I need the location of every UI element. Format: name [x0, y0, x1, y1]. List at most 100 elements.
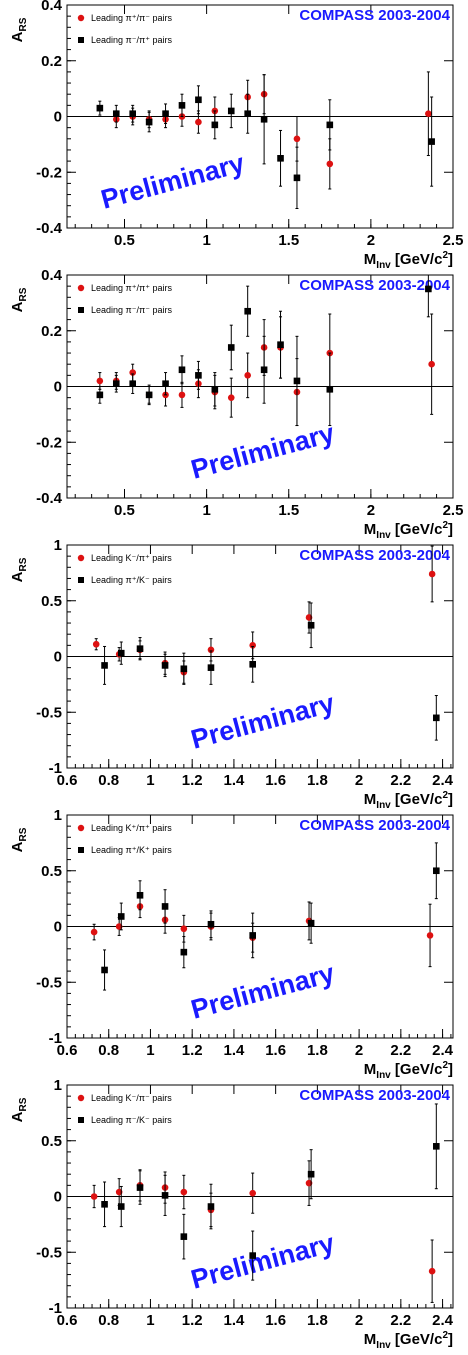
x-tick-label: 2.2 — [390, 1042, 411, 1059]
x-tick-label: 2.5 — [443, 502, 464, 519]
experiment-banner: COMPASS 2003-2004 — [299, 547, 450, 564]
preliminary-watermark: Preliminary — [188, 958, 338, 1025]
y-tick-label: -0.2 — [36, 434, 62, 451]
legend: Leading K⁻/π⁺ pairs Leading π⁺/K⁻ pairs — [77, 553, 172, 585]
data-point-square — [277, 155, 284, 162]
x-tick-label: 1.8 — [307, 1042, 328, 1059]
legend-entry: Leading π⁺/π⁻ pairs — [91, 13, 172, 23]
y-tick-label: 0 — [54, 649, 62, 666]
y-tick-label: -0.5 — [36, 704, 62, 721]
data-point-square — [433, 1143, 440, 1150]
data-point-square — [117, 649, 125, 657]
data-point-square — [161, 903, 169, 910]
data-point-square — [101, 966, 108, 974]
legend-marker-circle — [77, 824, 85, 832]
legend: Leading π⁺/π⁺ pairs Leading π⁻/π⁻ pairs — [77, 283, 172, 315]
series-2 — [101, 602, 440, 741]
y-tick-label: -0.5 — [36, 1244, 62, 1261]
x-tick-label: 1.6 — [265, 1312, 286, 1329]
data-point-square — [293, 377, 301, 385]
y-tick-label: 0 — [54, 109, 62, 126]
x-tick-label: 2.5 — [443, 232, 464, 249]
chart-panel-5: 0.6 0.8 1 1.2 1.4 1.6 1.8 2 2.2 2.4 -1 -0.5 0 0.5 1 MIn… — [9, 1077, 454, 1351]
data-point-square — [207, 920, 215, 928]
x-tick-label: 0.6 — [57, 772, 78, 789]
x-tick-label: 0.8 — [98, 1312, 119, 1329]
data-point-square — [260, 115, 268, 123]
y-axis: -0.4 -0.2 0 0.2 0.4 — [36, 0, 453, 237]
data-point-square — [145, 118, 153, 126]
x-tick-label: 1.8 — [307, 1312, 328, 1329]
legend-marker-square — [78, 307, 84, 313]
data-point-circle — [180, 925, 188, 933]
x-axis: 0.6 0.8 1 1.2 1.4 1.6 1.8 2 2.2 2.4 — [57, 815, 454, 1059]
data-point-circle — [178, 391, 186, 399]
data-point-circle — [244, 372, 251, 379]
x-tick-label: 1 — [146, 1312, 154, 1329]
x-tick-label: 1.6 — [265, 1042, 286, 1059]
data-point-circle — [326, 160, 334, 168]
x-tick-label: 1 — [146, 1042, 154, 1059]
x-tick-label: 2 — [355, 772, 363, 789]
preliminary-watermark: Preliminary — [188, 1228, 338, 1295]
y-tick-label: -0.4 — [36, 490, 63, 507]
series-2 — [96, 274, 432, 427]
y-axis: -1 -0.5 0 0.5 1 — [36, 537, 453, 777]
x-tick-label: 1.2 — [182, 1042, 203, 1059]
data-point-square — [161, 662, 169, 669]
legend-entry: Leading π⁺/K⁻ pairs — [91, 575, 172, 585]
data-point-square — [307, 919, 315, 927]
y-axis-title: ARS — [9, 287, 29, 312]
data-point-circle — [180, 1188, 188, 1196]
x-tick-label: 1.4 — [223, 772, 245, 789]
x-axis: 0.6 0.8 1 1.2 1.4 1.6 1.8 2 2.2 2.4 — [57, 1085, 454, 1329]
data-point-circle — [428, 360, 435, 368]
data-point-square — [112, 380, 120, 388]
legend-marker-square — [78, 1117, 84, 1123]
y-tick-label: 0.5 — [41, 1133, 62, 1150]
data-point-square — [136, 891, 144, 899]
data-point-circle — [129, 369, 137, 376]
legend-entry: Leading π⁺/K⁺ pairs — [91, 845, 172, 855]
legend-entry: Leading π⁺/π⁺ pairs — [91, 283, 172, 293]
chart-panel-4: 0.6 0.8 1 1.2 1.4 1.6 1.8 2 2.2 2.4 -1 -0.5 0 0.5 1 MIn… — [9, 807, 454, 1081]
y-tick-label: 0 — [54, 919, 62, 936]
data-point-square — [428, 138, 435, 145]
data-point-square — [162, 110, 169, 118]
data-point-square — [195, 372, 202, 379]
data-point-square — [326, 121, 334, 129]
legend-marker-square — [78, 37, 84, 43]
data-point-square — [101, 662, 108, 669]
data-point-circle — [293, 135, 301, 143]
x-tick-label: 2 — [367, 232, 375, 249]
data-point-square — [244, 307, 251, 315]
data-point-square — [211, 121, 219, 129]
preliminary-watermark: Preliminary — [98, 148, 248, 215]
data-point-square — [293, 174, 301, 182]
data-point-circle — [90, 928, 98, 936]
y-tick-label: 1 — [54, 1077, 62, 1094]
data-point-square — [307, 621, 315, 629]
data-point-square — [195, 96, 202, 104]
data-point-square — [129, 110, 137, 118]
x-axis: 0.5 1 1.5 2 2.5 — [74, 5, 464, 249]
x-axis: 0.6 0.8 1 1.2 1.4 1.6 1.8 2 2.2 2.4 — [57, 545, 454, 789]
y-tick-label: 0 — [54, 1189, 62, 1206]
x-tick-label: 1.4 — [223, 1312, 245, 1329]
y-axis: -0.4 -0.2 0 0.2 0.4 — [36, 267, 453, 507]
data-point-square — [260, 366, 268, 374]
legend-marker-circle — [77, 1094, 85, 1102]
x-tick-label: 1.2 — [182, 1312, 203, 1329]
y-axis-title: ARS — [9, 557, 29, 582]
data-point-circle — [428, 570, 436, 578]
data-point-circle — [92, 640, 100, 648]
y-tick-label: 1 — [54, 807, 62, 824]
y-tick-label: -1 — [49, 1300, 62, 1317]
legend-entry: Leading K⁺/π⁺ pairs — [91, 823, 172, 833]
data-point-square — [180, 665, 188, 673]
data-point-circle — [425, 110, 432, 118]
legend: Leading K⁻/π⁻ pairs Leading π⁻/K⁻ pairs — [77, 1093, 172, 1125]
data-point-square — [180, 948, 188, 956]
legend: Leading K⁺/π⁺ pairs Leading π⁺/K⁺ pairs — [77, 823, 172, 855]
x-tick-label: 1.5 — [278, 502, 299, 519]
